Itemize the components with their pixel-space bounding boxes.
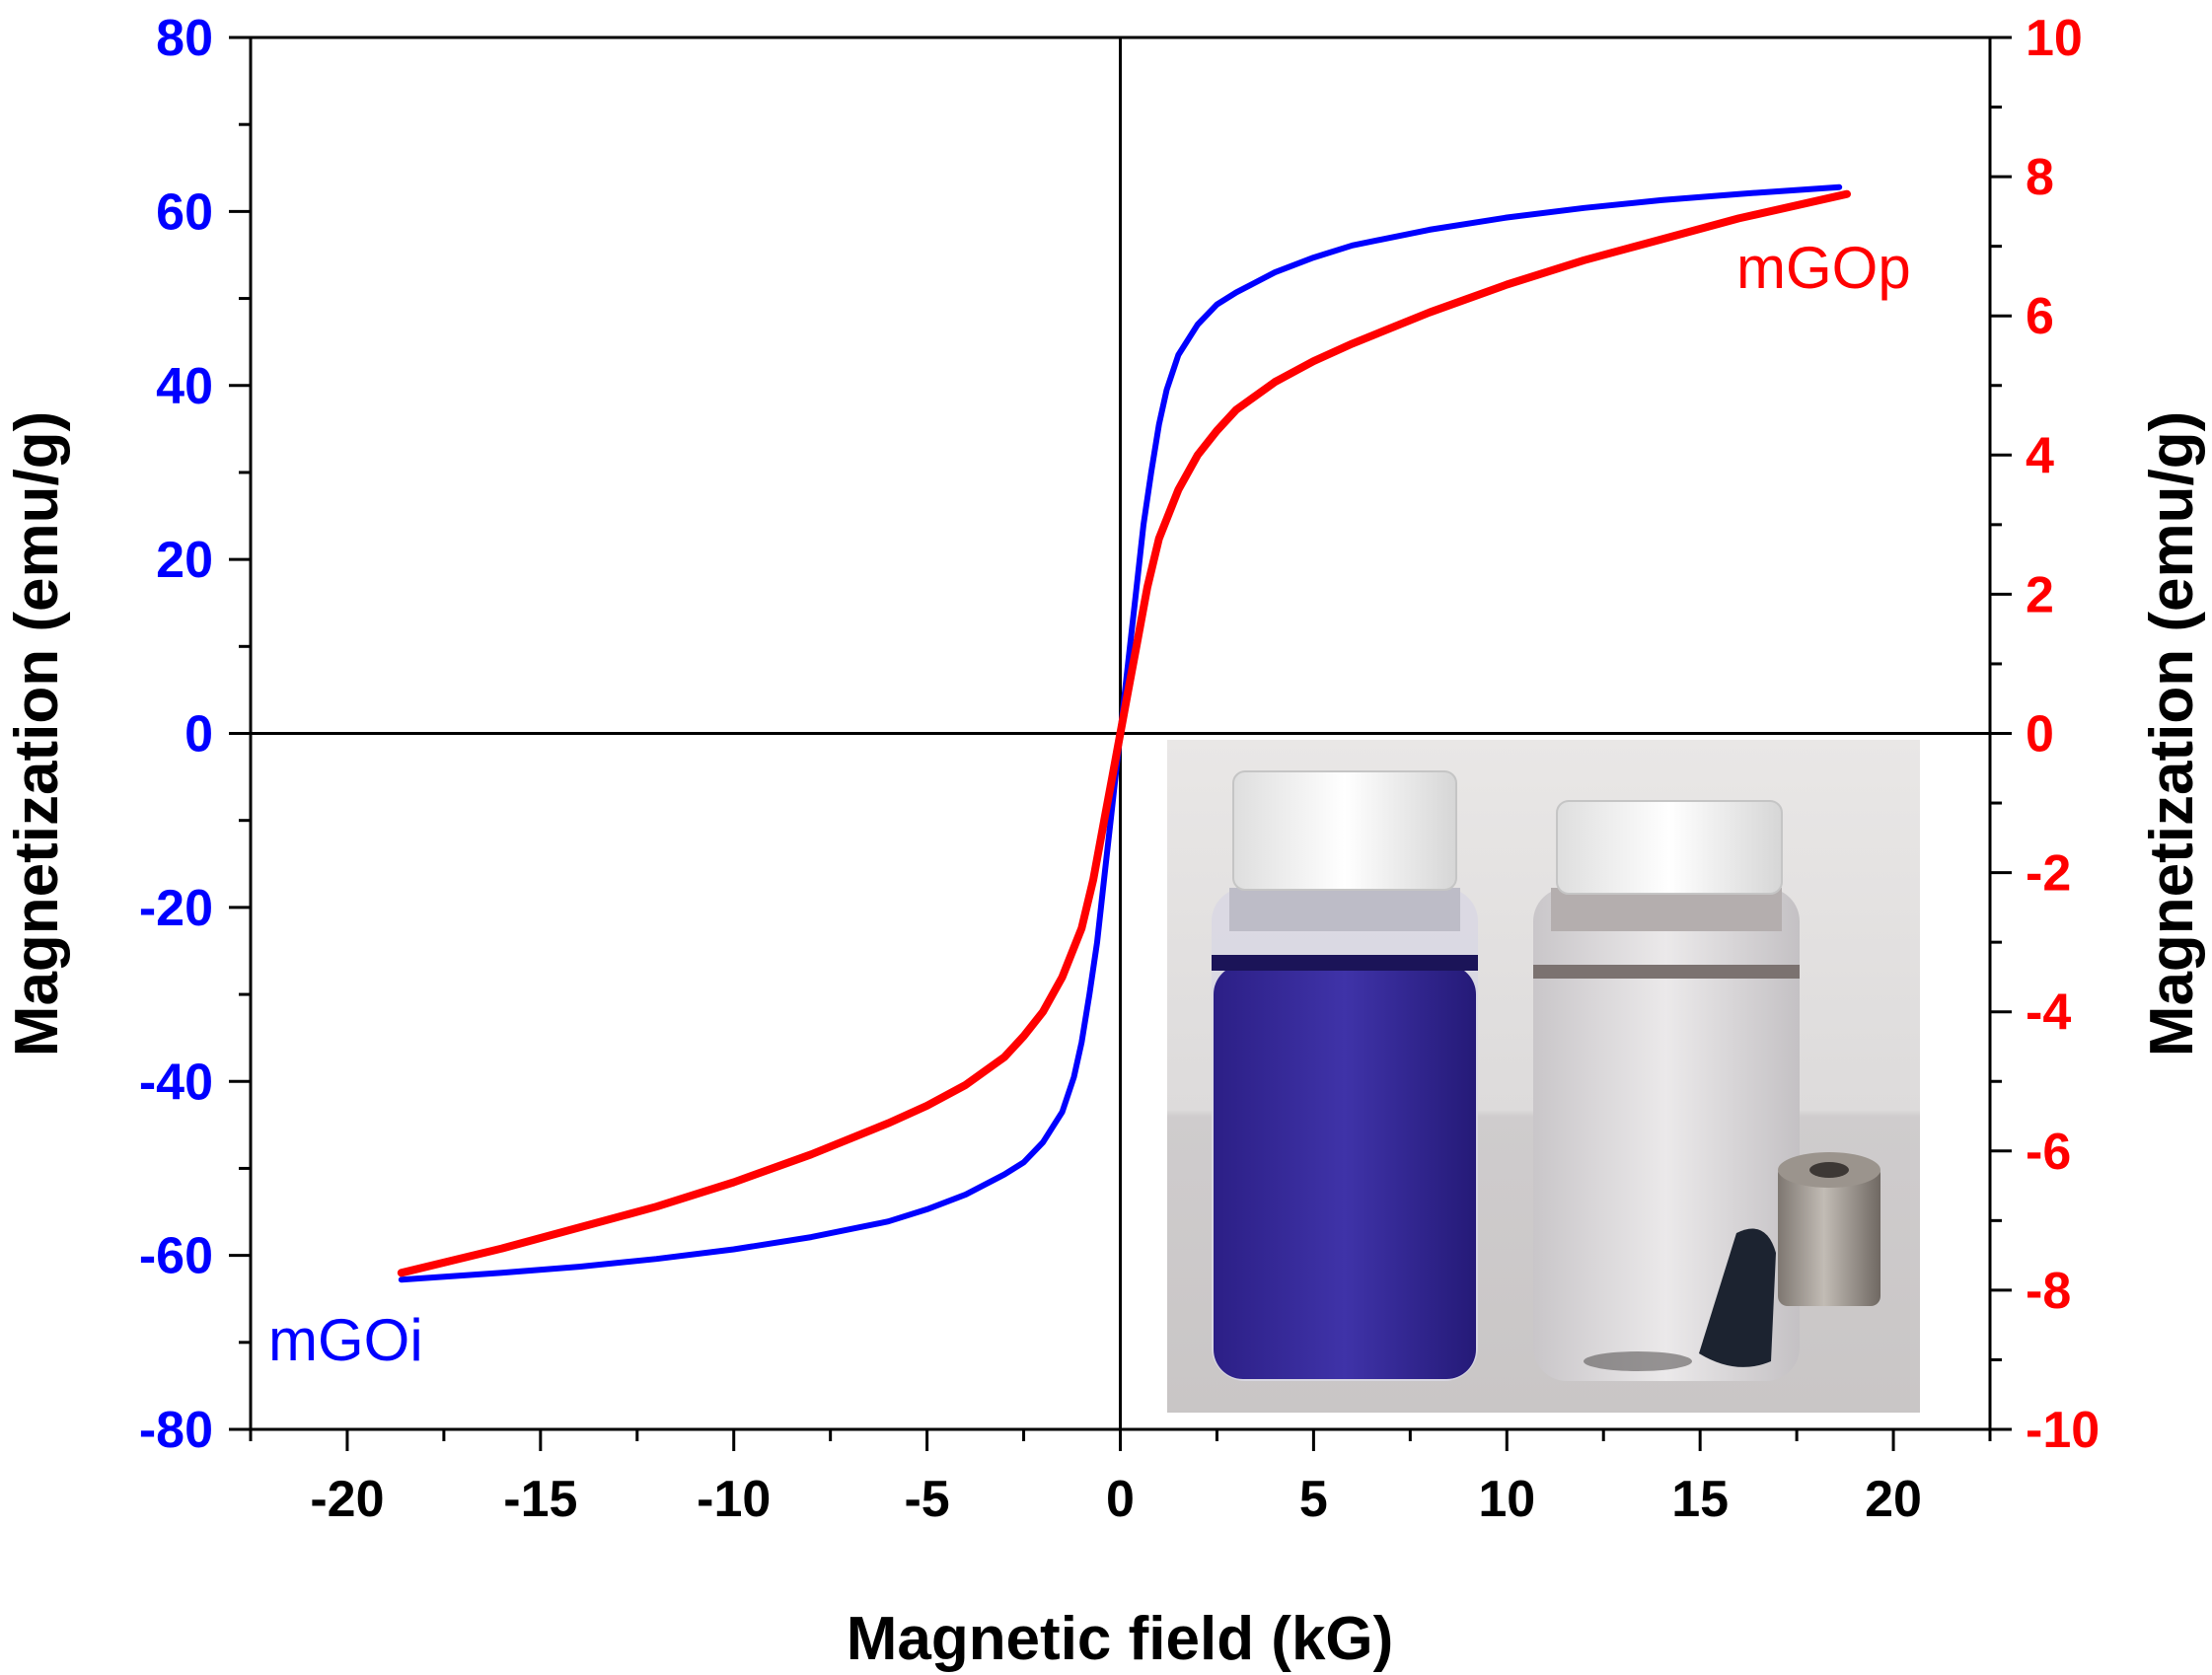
y-left-tick-label: -80 (139, 1402, 213, 1459)
y-right-tick-label: 0 (2026, 706, 2054, 764)
y-left-tick-label: 40 (156, 358, 213, 415)
y-right-tick-label: 4 (2026, 427, 2054, 484)
y-right-tick-label: 8 (2026, 149, 2054, 206)
x-tick-label: -10 (697, 1471, 771, 1528)
x-tick-label: 10 (1478, 1471, 1535, 1528)
x-axis-title: Magnetic field (kG) (847, 1605, 1394, 1673)
y-right-tick-label: -2 (2026, 845, 2071, 903)
separated-vial (1533, 800, 1800, 1381)
y-left-tick-label: 60 (156, 183, 213, 241)
y-right-tick-label: 6 (2026, 288, 2054, 345)
inset-vial-photo (1167, 740, 1920, 1413)
series-line-mgop (397, 189, 1851, 1277)
magnet (1778, 1152, 1880, 1306)
y-right-tick-label: -6 (2026, 1124, 2071, 1181)
y-left-tick-label: -40 (139, 1054, 213, 1111)
y-right-axis-title: Magnetization (emu/g) (2138, 411, 2206, 1056)
y-left-tick-label: 0 (184, 706, 213, 764)
y-left-tick-label: -20 (139, 880, 213, 937)
x-tick-label: -15 (503, 1471, 577, 1528)
x-tick-label: -20 (310, 1471, 384, 1528)
y-left-axis-ticks: -80 -60 -40 -20 0 20 40 60 80 (139, 10, 251, 1459)
y-left-axis-title: Magnetization (emu/g) (3, 411, 71, 1056)
x-tick-label: -5 (904, 1471, 949, 1528)
y-left-tick-label: 80 (156, 10, 213, 67)
y-right-tick-label: -4 (2026, 984, 2071, 1042)
series-label-mgop: mGOp (1736, 235, 1911, 301)
x-tick-label: 20 (1865, 1471, 1922, 1528)
y-right-tick-label: -8 (2026, 1263, 2071, 1320)
x-tick-label: 5 (1299, 1471, 1328, 1528)
y-left-tick-label: -60 (139, 1228, 213, 1285)
x-tick-label: 15 (1671, 1471, 1729, 1528)
series-label-mgoi: mGOi (268, 1307, 423, 1373)
x-axis-ticks: -20 -15 -10 -5 0 5 10 15 20 (249, 1429, 1992, 1528)
y-right-axis-ticks: -10 -8 -6 -4 -2 0 2 4 6 8 10 (1990, 10, 2100, 1459)
x-tick-label: 0 (1106, 1471, 1135, 1528)
y-left-tick-label: 20 (156, 532, 213, 589)
y-right-tick-label: -10 (2026, 1402, 2100, 1459)
y-right-tick-label: 10 (2026, 10, 2083, 67)
blue-solution-vial (1212, 770, 1478, 1381)
y-right-tick-label: 2 (2026, 566, 2054, 623)
